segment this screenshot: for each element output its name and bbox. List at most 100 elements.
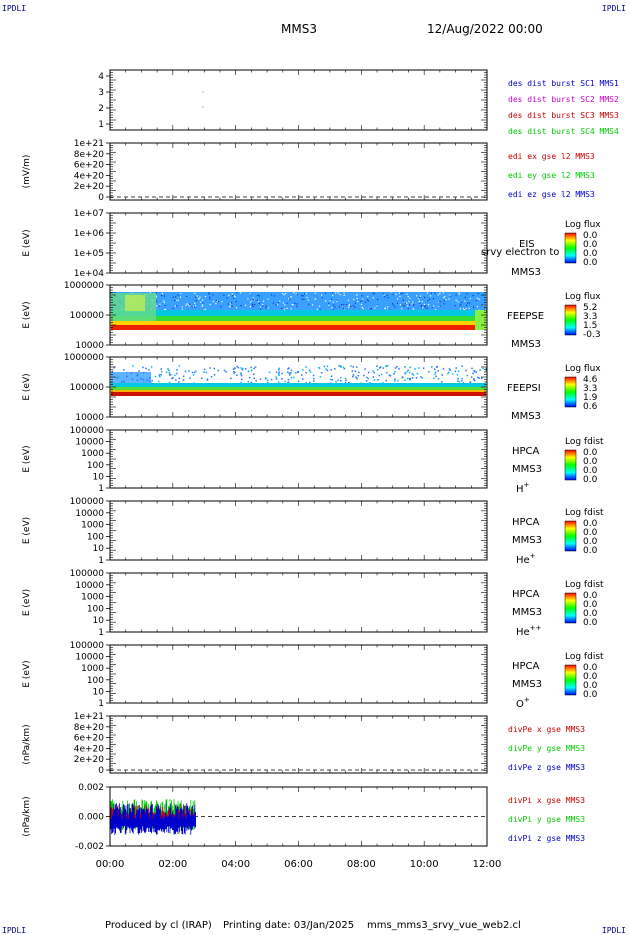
feepsi-speckle <box>422 367 425 369</box>
panel-feepsi-instrument-label: FEEPSI <box>507 383 541 394</box>
feepsi-speckle <box>250 381 253 384</box>
feepse-end-enhancement <box>475 310 486 330</box>
feepse-speckle <box>420 305 423 307</box>
feepsi-speckle <box>351 370 354 372</box>
feepsi-speckle <box>293 376 295 379</box>
feepse-speckle <box>231 295 234 297</box>
feepse-speckle <box>294 302 296 304</box>
feepse-speckle <box>174 305 177 307</box>
panel-edi-ylabel: (mV/m) <box>22 155 32 189</box>
feepse-speckle <box>330 298 332 301</box>
feepsi-speckle <box>266 379 269 382</box>
feepsi-speckle <box>143 381 145 383</box>
feepsi-speckle <box>433 377 435 380</box>
panel-hpca_hepp-tick-label: 1 <box>98 628 104 638</box>
feepse-speckle <box>465 304 468 307</box>
feepsi-speckle <box>240 381 242 384</box>
feepse-speckle <box>390 292 393 294</box>
feepsi-speckle <box>213 367 216 370</box>
panel-feepsi-tick-label: 100000 <box>70 383 105 393</box>
feepse-speckle <box>302 295 304 297</box>
feepse-speckle <box>406 293 408 295</box>
feepse-speckle <box>188 305 190 307</box>
panel-hpca_h-tick-label: 10000 <box>75 438 104 448</box>
panel-hpca_h-species-charge: + <box>524 481 530 489</box>
feepse-speckle <box>282 292 284 295</box>
feepse-speckle <box>180 292 182 295</box>
feepsi-speckle <box>188 370 190 372</box>
feepsi-speckle <box>287 378 290 381</box>
panel-hpca_hepp-tick-label: 1000 <box>81 593 104 603</box>
feepsi-speckle <box>358 371 360 374</box>
feepsi-speckle <box>437 378 440 380</box>
feepse-speckle <box>321 294 323 296</box>
feepsi-speckle <box>150 366 153 368</box>
feepsi-speckle <box>234 371 236 374</box>
feepse-speckle <box>328 303 330 305</box>
feepse-speckle <box>164 305 166 307</box>
feepse-speckle <box>291 303 293 306</box>
panel-feepse-colorbar-value: 5.2 <box>583 303 597 313</box>
feepse-speckle <box>301 295 303 297</box>
panel-hpca_h-species-label: H+ <box>516 481 530 495</box>
feepse-speckle <box>251 300 253 302</box>
feepsi-speckle <box>312 380 315 382</box>
feepsi-speckle <box>404 366 406 368</box>
feepsi-speckle <box>367 371 370 374</box>
feepsi-speckle <box>478 377 480 379</box>
feepsi-speckle <box>255 380 257 382</box>
feepsi-speckle <box>335 381 337 383</box>
panel-divpe-tick-label: 4e+20 <box>74 744 105 754</box>
feepse-speckle <box>396 298 399 300</box>
panel-divpe-tick-label: 0 <box>98 766 104 776</box>
feepsi-speckle <box>380 373 383 376</box>
panel-hpca_o-colorbar-value: 0.0 <box>583 690 598 700</box>
feepse-speckle <box>460 304 462 306</box>
feepsi-speckle <box>480 377 483 379</box>
feepse-speckle <box>472 295 474 297</box>
feepse-speckle <box>362 307 364 310</box>
feepse-speckle <box>194 302 196 304</box>
panel-feepsi-tick-label: 1000000 <box>64 353 104 363</box>
feepse-speckle <box>402 299 404 301</box>
feepse-speckle <box>377 298 379 300</box>
feepse-speckle <box>418 300 420 302</box>
feepse-speckle <box>418 301 420 303</box>
feepse-speckle <box>172 307 174 310</box>
feepse-speckle <box>272 302 275 304</box>
feepse-speckle <box>285 292 287 295</box>
feepse-speckle <box>439 301 441 303</box>
feepse-speckle <box>420 306 423 308</box>
feepsi-speckle <box>404 372 407 375</box>
feepsi-speckle <box>230 377 232 380</box>
feepsi-speckle <box>456 373 459 376</box>
panel-feepse: 1000000 100000 10000 E (eV) FEEPSE MMS3 Log fl… <box>22 281 601 351</box>
panel-eis-colorbar-value: 0.0 <box>583 258 598 268</box>
feepsi-speckle <box>253 377 256 380</box>
feepsi-speckle <box>319 376 322 378</box>
feepse-speckle <box>428 298 431 301</box>
panel-feepsi-colorbar-value: 3.3 <box>583 384 597 394</box>
feepsi-speckle <box>168 372 171 374</box>
feepsi-speckle <box>412 374 415 376</box>
feepse-speckle <box>254 304 256 306</box>
feepse-speckle <box>416 295 418 297</box>
feepse-speckle <box>228 294 230 297</box>
feepse-speckle <box>196 295 198 297</box>
feepsi-speckle <box>217 369 220 372</box>
feepse-speckle <box>399 304 402 306</box>
datetime-title: 12/Aug/2022 00:00 <box>427 22 543 36</box>
feepsi-speckle <box>259 378 262 380</box>
panel-feepse-tick-label: 10000 <box>75 341 104 351</box>
feepsi-speckle <box>200 377 203 379</box>
feepsi-speckle <box>275 371 278 373</box>
feepsi-speckle <box>252 373 255 375</box>
feepse-speckle <box>314 292 317 294</box>
footer-printing: Printing date: 03/Jan/2025 <box>223 920 355 931</box>
feepsi-speckle <box>398 368 400 370</box>
feepsi-speckle <box>268 371 271 374</box>
feepse-speckle <box>195 299 197 302</box>
feepse-speckle <box>431 306 433 309</box>
feepsi-speckle <box>372 376 374 378</box>
